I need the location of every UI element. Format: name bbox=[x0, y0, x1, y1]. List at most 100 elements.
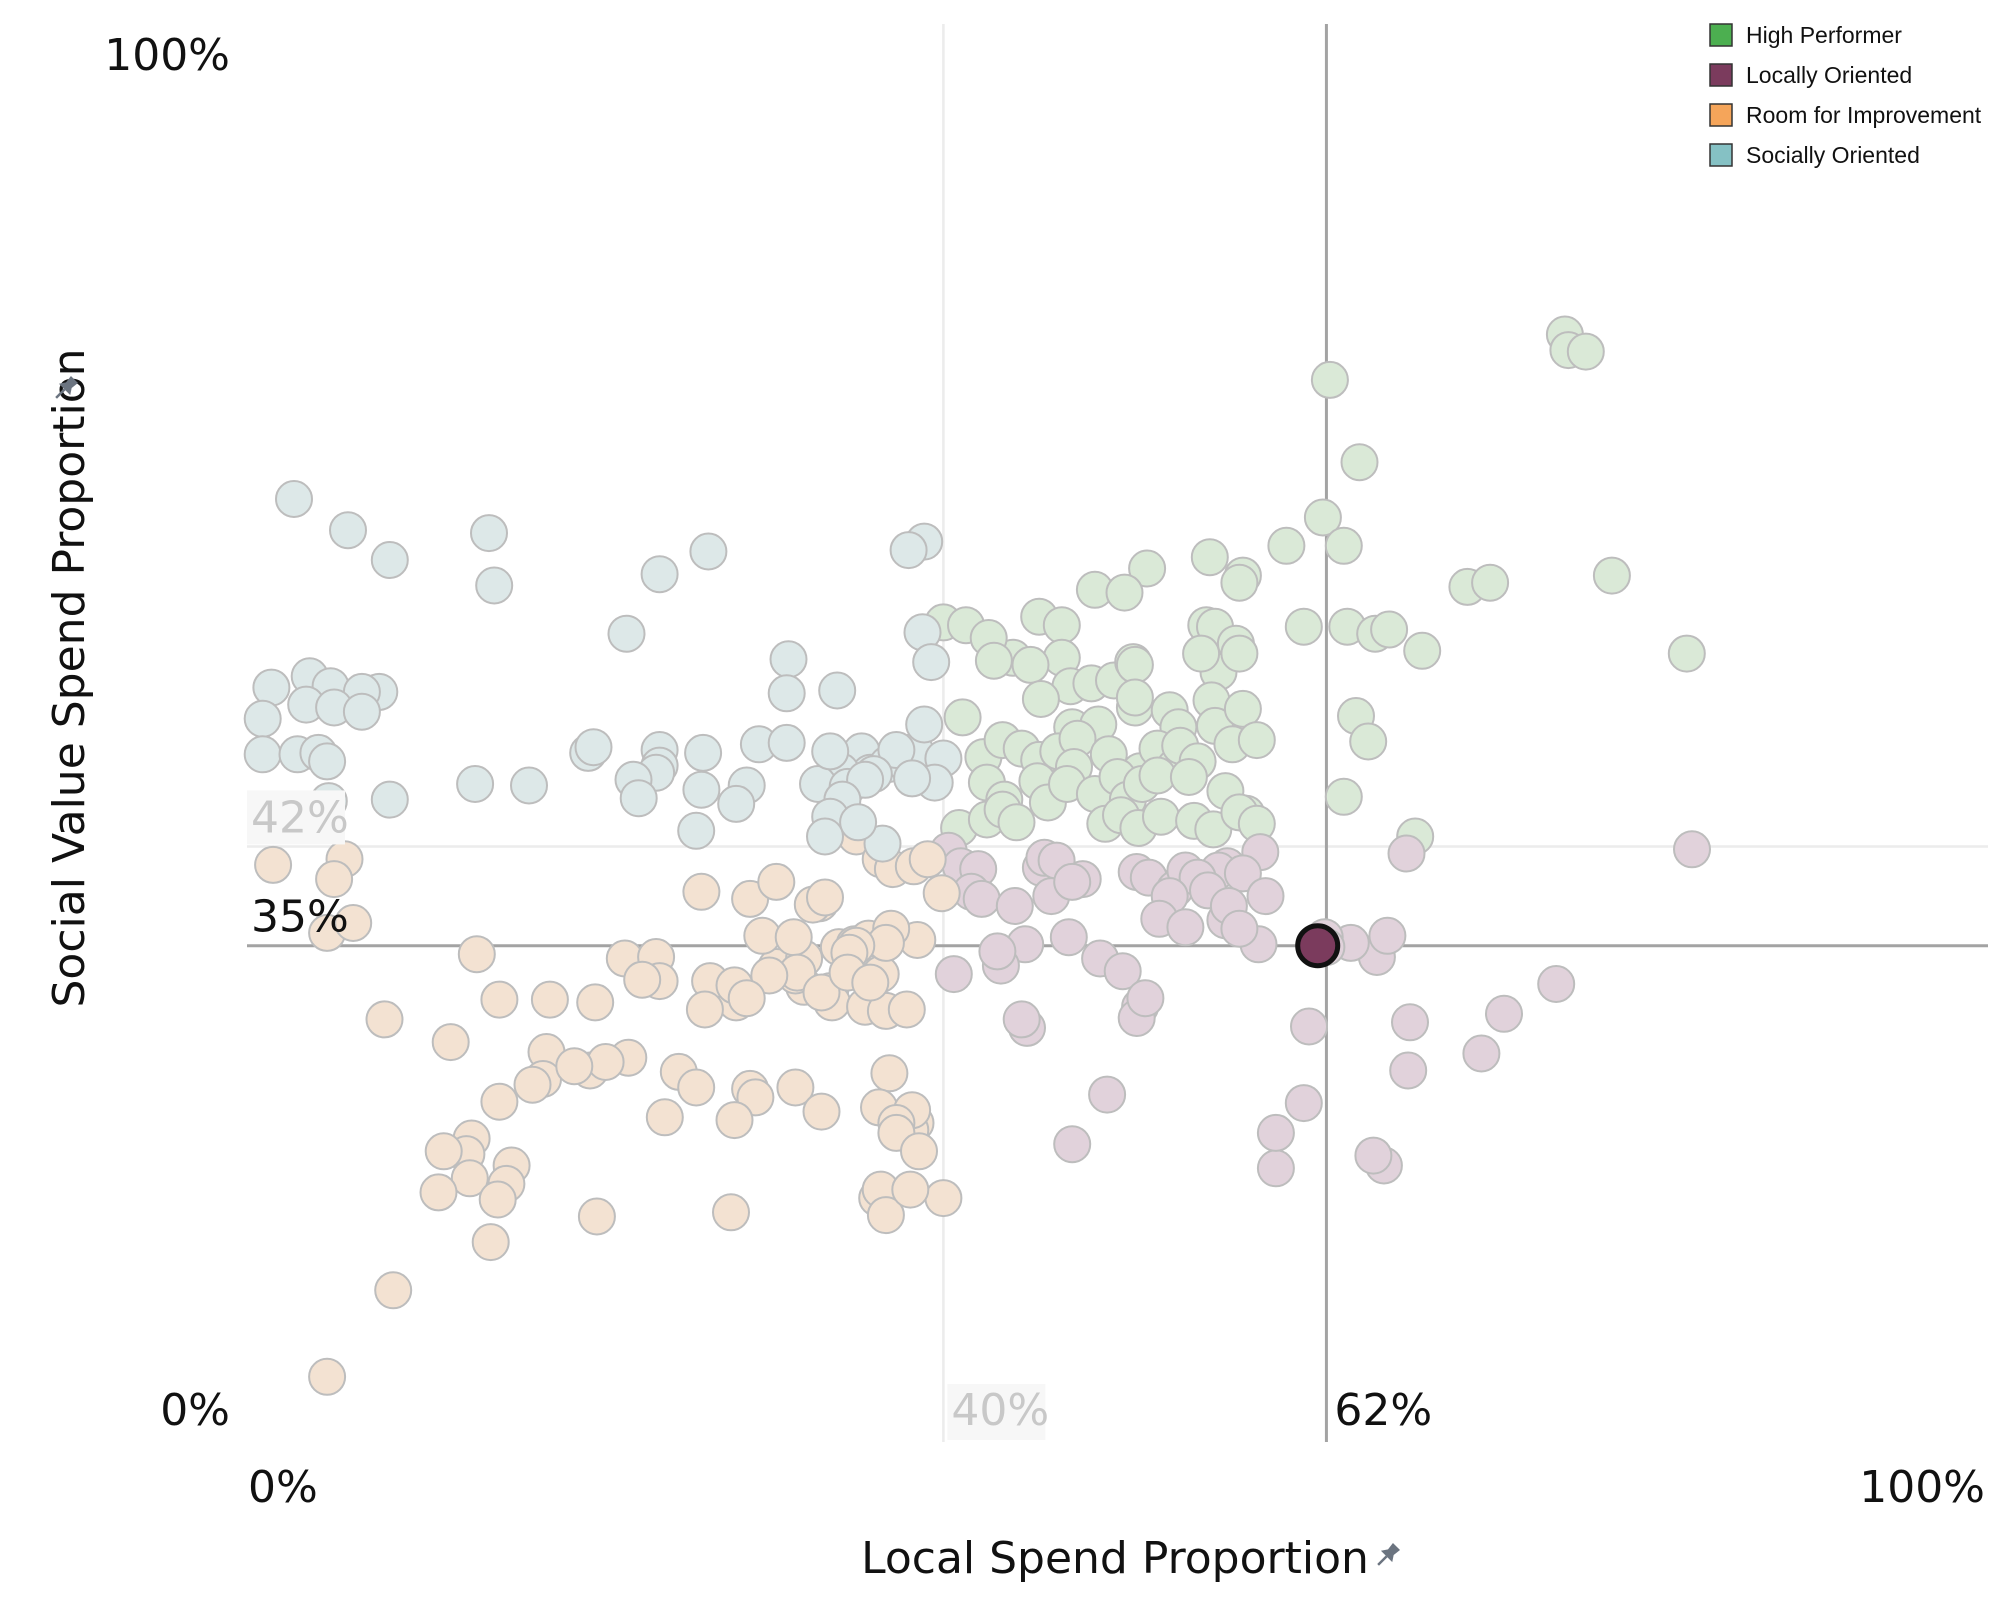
legend-item-socially-oriented[interactable]: Socially Oriented bbox=[1709, 142, 1920, 168]
data-point-high-performer[interactable] bbox=[1592, 556, 1631, 595]
data-point-locally-oriented[interactable] bbox=[1389, 1051, 1428, 1090]
data-point-room-for-improvement[interactable] bbox=[555, 1047, 594, 1086]
data-point-socially-oriented[interactable] bbox=[682, 770, 721, 809]
data-point-locally-oriented[interactable] bbox=[1002, 1000, 1041, 1039]
data-point-socially-oriented[interactable] bbox=[684, 733, 723, 772]
data-point-room-for-improvement[interactable] bbox=[924, 1179, 963, 1218]
data-point-room-for-improvement[interactable] bbox=[431, 1023, 470, 1062]
data-point-room-for-improvement[interactable] bbox=[776, 1068, 815, 1107]
data-point-locally-oriented[interactable] bbox=[1223, 854, 1262, 893]
data-point-socially-oriented[interactable] bbox=[470, 514, 508, 553]
data-point-high-performer[interactable] bbox=[1267, 526, 1306, 565]
data-point-socially-oriented[interactable] bbox=[818, 671, 857, 710]
data-point-high-performer[interactable] bbox=[943, 698, 982, 737]
legend-item-locally-oriented[interactable]: Locally Oriented bbox=[1709, 62, 1912, 88]
data-point-socially-oriented[interactable] bbox=[329, 511, 367, 550]
data-point-room-for-improvement[interactable] bbox=[419, 1173, 458, 1212]
data-point-high-performer[interactable] bbox=[1284, 607, 1323, 646]
data-point-room-for-improvement[interactable] bbox=[887, 990, 926, 1029]
data-point-high-performer[interactable] bbox=[1169, 758, 1208, 796]
data-point-high-performer[interactable] bbox=[1403, 631, 1442, 670]
data-point-high-performer[interactable] bbox=[1471, 563, 1510, 602]
data-point-locally-oriented[interactable] bbox=[978, 932, 1017, 971]
data-point-high-performer[interactable] bbox=[1310, 360, 1349, 399]
data-point-room-for-improvement[interactable] bbox=[866, 1196, 905, 1235]
data-point-room-for-improvement[interactable] bbox=[645, 1098, 684, 1137]
data-point-room-for-improvement[interactable] bbox=[577, 1197, 616, 1236]
data-point-room-for-improvement[interactable] bbox=[870, 1054, 909, 1093]
data-point-high-performer[interactable] bbox=[1011, 645, 1050, 684]
data-point-high-performer[interactable] bbox=[1190, 538, 1229, 577]
data-point-room-for-improvement[interactable] bbox=[365, 1000, 404, 1039]
data-point-high-performer[interactable] bbox=[974, 641, 1013, 680]
data-point-room-for-improvement[interactable] bbox=[750, 956, 789, 995]
data-point-locally-oriented[interactable] bbox=[1088, 1075, 1127, 1114]
data-point-locally-oriented[interactable] bbox=[1126, 979, 1165, 1018]
data-point-room-for-improvement[interactable] bbox=[802, 1092, 841, 1131]
data-point-high-performer[interactable] bbox=[1021, 680, 1060, 718]
data-point-room-for-improvement[interactable] bbox=[727, 979, 766, 1018]
data-point-room-for-improvement[interactable] bbox=[457, 935, 496, 974]
data-point-high-performer[interactable] bbox=[1115, 645, 1154, 684]
data-point-socially-oriented[interactable] bbox=[243, 699, 282, 738]
data-point-socially-oriented[interactable] bbox=[893, 759, 932, 798]
highlighted-data-point[interactable] bbox=[1295, 923, 1341, 969]
data-point-socially-oriented[interactable] bbox=[342, 692, 381, 731]
data-point-high-performer[interactable] bbox=[1340, 443, 1379, 482]
data-point-high-performer[interactable] bbox=[1142, 797, 1180, 836]
data-point-room-for-improvement[interactable] bbox=[334, 904, 373, 942]
data-point-socially-oriented[interactable] bbox=[574, 728, 613, 767]
y-axis-pin-icon[interactable] bbox=[50, 374, 80, 404]
legend-item-high-performer[interactable]: High Performer bbox=[1709, 22, 1902, 48]
data-point-high-performer[interactable] bbox=[1324, 777, 1363, 816]
data-point-room-for-improvement[interactable] bbox=[851, 963, 890, 1002]
data-point-socially-oriented[interactable] bbox=[456, 765, 495, 803]
data-point-high-performer[interactable] bbox=[1042, 606, 1081, 645]
data-point-high-performer[interactable] bbox=[1182, 634, 1221, 673]
data-point-socially-oriented[interactable] bbox=[607, 614, 646, 653]
data-point-locally-oriented[interactable] bbox=[1049, 918, 1088, 957]
data-point-room-for-improvement[interactable] bbox=[623, 960, 662, 999]
data-point-socially-oriented[interactable] bbox=[243, 735, 282, 774]
data-point-room-for-improvement[interactable] bbox=[480, 1082, 519, 1121]
data-point-high-performer[interactable] bbox=[1128, 549, 1167, 588]
data-point-socially-oriented[interactable] bbox=[839, 803, 878, 842]
data-point-locally-oriented[interactable] bbox=[1354, 1136, 1393, 1175]
data-point-room-for-improvement[interactable] bbox=[908, 840, 947, 879]
data-point-socially-oriented[interactable] bbox=[905, 705, 944, 744]
data-point-room-for-improvement[interactable] bbox=[922, 874, 961, 913]
data-point-high-performer[interactable] bbox=[1220, 563, 1259, 602]
data-point-socially-oriented[interactable] bbox=[717, 784, 756, 823]
data-point-room-for-improvement[interactable] bbox=[424, 1132, 463, 1171]
data-point-socially-oriented[interactable] bbox=[863, 824, 902, 863]
data-point-room-for-improvement[interactable] bbox=[374, 1271, 413, 1310]
data-point-room-for-improvement[interactable] bbox=[757, 862, 796, 901]
data-point-room-for-improvement[interactable] bbox=[450, 1159, 489, 1198]
data-point-socially-oriented[interactable] bbox=[510, 766, 548, 805]
data-point-room-for-improvement[interactable] bbox=[576, 983, 615, 1022]
data-point-high-performer[interactable] bbox=[1349, 722, 1388, 761]
data-point-locally-oriented[interactable] bbox=[1368, 916, 1407, 955]
data-point-socially-oriented[interactable] bbox=[275, 480, 313, 518]
data-point-socially-oriented[interactable] bbox=[767, 723, 806, 762]
data-point-room-for-improvement[interactable] bbox=[685, 990, 724, 1029]
data-point-locally-oriented[interactable] bbox=[1053, 862, 1092, 901]
data-point-socially-oriented[interactable] bbox=[619, 779, 658, 818]
data-point-room-for-improvement[interactable] bbox=[677, 1068, 716, 1107]
data-point-socially-oriented[interactable] bbox=[689, 532, 728, 571]
data-point-high-performer[interactable] bbox=[1324, 526, 1363, 565]
data-point-room-for-improvement[interactable] bbox=[806, 878, 844, 917]
data-point-high-performer[interactable] bbox=[1667, 634, 1706, 673]
data-point-locally-oriented[interactable] bbox=[1256, 1113, 1295, 1152]
data-point-high-performer[interactable] bbox=[1105, 573, 1144, 612]
data-point-room-for-improvement[interactable] bbox=[774, 918, 813, 957]
data-point-room-for-improvement[interactable] bbox=[530, 980, 569, 1019]
data-point-socially-oriented[interactable] bbox=[308, 742, 347, 781]
data-point-locally-oriented[interactable] bbox=[1053, 1125, 1092, 1164]
data-point-high-performer[interactable] bbox=[1223, 689, 1262, 728]
data-point-socially-oriented[interactable] bbox=[767, 674, 806, 713]
data-point-socially-oriented[interactable] bbox=[769, 640, 808, 679]
data-point-high-performer[interactable] bbox=[1115, 678, 1154, 717]
data-point-locally-oriented[interactable] bbox=[1391, 1003, 1429, 1042]
data-point-locally-oriented[interactable] bbox=[1103, 952, 1142, 991]
